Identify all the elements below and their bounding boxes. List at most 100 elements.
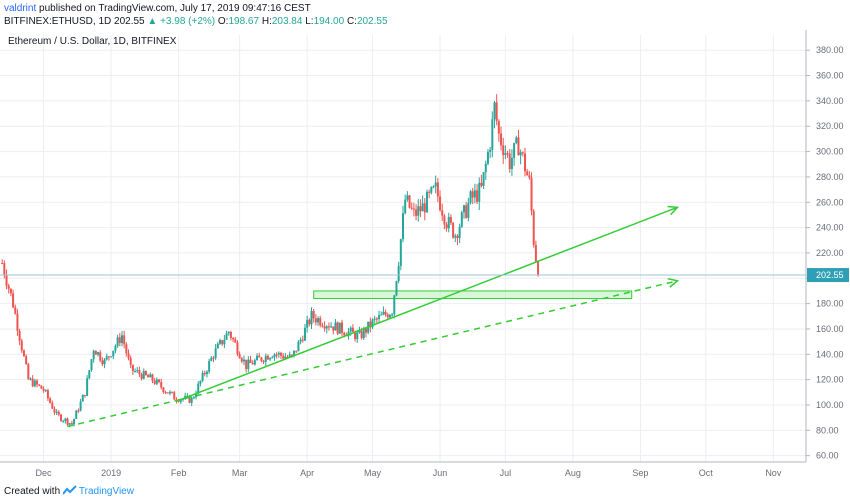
candle-body <box>402 213 404 240</box>
candle-body <box>456 235 459 239</box>
close-value: 202.55 <box>356 16 388 27</box>
candle-body <box>68 423 71 425</box>
trendline-solid <box>176 206 678 402</box>
y-tick-label: 220.00 <box>816 248 844 258</box>
y-tick-label: 300.00 <box>816 147 844 157</box>
candle-body <box>410 207 413 209</box>
candle-body <box>443 215 446 225</box>
candle-body <box>519 152 522 156</box>
candle-body <box>83 394 86 396</box>
tradingview-brand[interactable]: TradingView <box>78 486 134 497</box>
candle-body <box>476 190 479 202</box>
low-value: 194.00 <box>313 16 345 27</box>
candle-body <box>262 360 265 362</box>
candle-body <box>445 224 448 229</box>
candle-body <box>393 295 396 315</box>
candle-body <box>179 399 182 402</box>
candle-body <box>330 326 333 328</box>
x-tick-label: Jul <box>500 468 512 478</box>
candle-body <box>526 171 529 176</box>
candle-body <box>530 177 533 211</box>
candle-body <box>434 182 437 187</box>
quote-line: BITFINEX:ETHUSD, 1D 202.55 ▲ +3.98 (+2%)… <box>4 16 388 27</box>
x-tick-label: May <box>364 468 382 478</box>
candle-body <box>454 235 457 238</box>
last-price: 202.55 <box>114 16 145 27</box>
y-tick-label: 340.00 <box>816 96 844 106</box>
candle-body <box>523 153 526 172</box>
y-tick-label: 180.00 <box>816 299 844 309</box>
candle-body <box>493 102 496 120</box>
candle-body <box>297 341 300 352</box>
candle-body <box>22 350 25 357</box>
open-value: 198.67 <box>228 16 260 27</box>
candle-body <box>323 326 326 329</box>
x-tick-label: Aug <box>565 468 581 478</box>
candle-body <box>308 319 311 325</box>
candle-body <box>66 418 69 425</box>
candle-body <box>419 206 422 212</box>
candle-body <box>173 392 176 400</box>
chart-title: Ethereum / U.S. Dollar, 1D, BITFINEX <box>8 36 177 47</box>
candle-body <box>81 394 84 402</box>
candle-body <box>29 378 32 380</box>
y-tick-label: 60.00 <box>816 451 839 461</box>
candle-body <box>391 314 394 316</box>
candle-body <box>212 357 215 359</box>
candle-body <box>351 327 354 332</box>
candle-body <box>282 355 285 359</box>
candle-body <box>489 149 492 152</box>
candle-body <box>153 380 156 384</box>
candle-body <box>9 288 12 294</box>
created-with-label: Created with <box>4 486 61 497</box>
author-link[interactable]: valdrint <box>4 3 37 14</box>
y-tick-label: 100.00 <box>816 400 844 410</box>
candle-body <box>123 335 126 345</box>
candle-body <box>142 370 145 379</box>
chart-area[interactable]: 60.00 80.00 100.00 120.00 140.00 160.00 180.00… <box>0 30 850 480</box>
candle-body <box>303 327 306 341</box>
candle-body <box>168 391 171 394</box>
candle-body <box>164 392 167 394</box>
candle-body <box>1 263 4 265</box>
candle-body <box>332 326 335 331</box>
candle-body <box>421 203 424 212</box>
candle-body <box>127 353 130 359</box>
candle-body <box>219 340 222 344</box>
candle-body <box>358 331 361 333</box>
candle-body <box>201 372 204 381</box>
candle-body <box>349 327 352 332</box>
candle-body <box>364 328 367 333</box>
candle-body <box>299 339 302 342</box>
candle-body <box>449 217 452 223</box>
candle-body <box>38 384 41 386</box>
candle-body <box>94 350 97 355</box>
candle-body <box>158 379 161 383</box>
candle-body <box>386 314 389 318</box>
candle-body <box>147 374 150 378</box>
candle-body <box>260 357 263 361</box>
candle-body <box>458 226 461 239</box>
publication-text: published on TradingView.com, July 17, 2… <box>39 3 311 14</box>
candle-body <box>384 311 387 315</box>
candle-body <box>107 356 110 358</box>
candle-body <box>406 195 409 200</box>
candle-body <box>310 311 313 325</box>
y-tick-label: 260.00 <box>816 197 844 207</box>
candle-body <box>417 206 420 216</box>
candle-body <box>266 355 269 360</box>
open-label: O: <box>217 16 229 27</box>
candle-body <box>240 358 243 362</box>
price-chart[interactable]: 60.00 80.00 100.00 120.00 140.00 160.00 180.00… <box>0 30 850 480</box>
candle-body <box>149 374 152 378</box>
candle-body <box>290 354 293 356</box>
candle-body <box>253 360 256 365</box>
candle-body <box>51 402 54 409</box>
candle-body <box>360 331 363 339</box>
candle-body <box>288 354 291 358</box>
candle-body <box>397 265 400 282</box>
last-price-label: 202.55 <box>816 270 844 280</box>
candle-body <box>208 360 211 372</box>
candle-body <box>408 195 411 208</box>
candle-body <box>18 330 21 341</box>
